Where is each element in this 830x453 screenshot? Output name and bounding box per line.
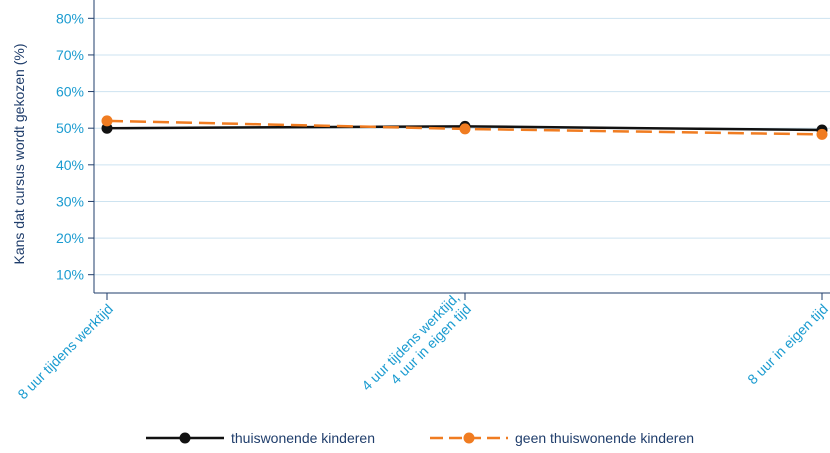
y-tick-label: 10% bbox=[56, 267, 84, 283]
x-tick-label: 8 uur in eigen tijd bbox=[744, 301, 830, 388]
y-tick-label: 40% bbox=[56, 157, 84, 173]
y-tick-label: 60% bbox=[56, 84, 84, 100]
y-tick-label: 30% bbox=[56, 193, 84, 209]
data-point bbox=[459, 123, 471, 135]
legend-marker bbox=[179, 432, 191, 444]
legend: thuiswonende kinderen geen thuiswonende k… bbox=[146, 430, 694, 446]
x-tick-label: 8 uur tijdens werktijd bbox=[14, 301, 116, 403]
axes bbox=[88, 0, 830, 300]
series bbox=[101, 115, 828, 140]
data-point bbox=[816, 128, 828, 140]
y-tick-labels: 10% 20% 30% 40% 50% 60% 70% 80% bbox=[56, 10, 84, 282]
x-tick-labels: 8 uur tijdens werktijd 4 uur tijdens werk… bbox=[14, 289, 830, 405]
y-axis-title: Kans dat cursus wordt gekozen (%) bbox=[11, 44, 27, 265]
y-tick-label: 20% bbox=[56, 230, 84, 246]
y-tick-label: 50% bbox=[56, 120, 84, 136]
data-point bbox=[101, 115, 113, 127]
legend-marker bbox=[463, 432, 475, 444]
legend-label: thuiswonende kinderen bbox=[231, 430, 375, 446]
legend-label: geen thuiswonende kinderen bbox=[515, 430, 694, 446]
x-tick-label: 4 uur tijdens werktijd,4 uur in eigen ti… bbox=[358, 289, 474, 405]
gridlines bbox=[94, 17, 830, 276]
y-tick-label: 70% bbox=[56, 47, 84, 63]
y-tick-label: 80% bbox=[56, 10, 84, 26]
